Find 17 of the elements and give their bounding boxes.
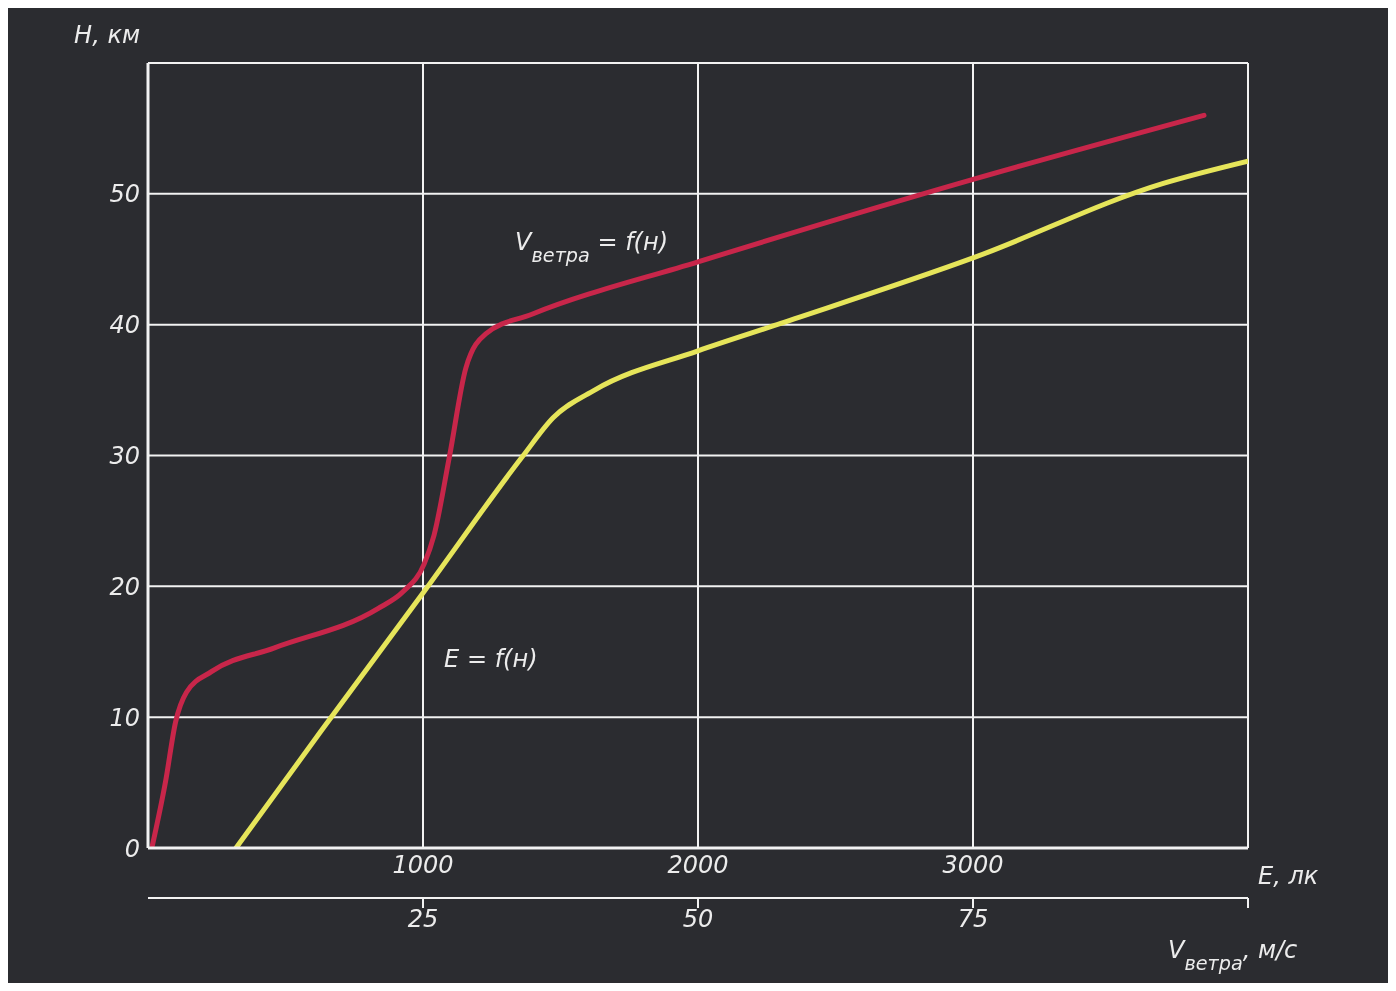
y-tick-label: 50 [109,180,140,209]
y-tick-label: 0 [124,834,140,863]
series-label: V$_{ветра}$ = f(н) [515,227,668,267]
y-tick-label: 40 [109,311,140,340]
x-tick-label: 1000 [392,851,454,880]
y-tick-label: 30 [109,442,140,471]
y-tick-label: 10 [109,703,140,732]
y-axis-title: Н, км [74,21,140,49]
x-tick-label: 2000 [667,851,729,880]
y-tick-label: 20 [109,572,140,601]
series-label: E = f(н) [444,644,538,673]
x2-tick-label: 25 [407,905,439,934]
x2-axis-title: V$_{ветра}$, м/с [1168,936,1298,975]
x-tick-label: 3000 [942,851,1004,880]
x2-tick-label: 75 [957,905,989,934]
x-axis-title: E, лк [1258,862,1319,890]
x2-tick-label: 50 [682,905,714,934]
